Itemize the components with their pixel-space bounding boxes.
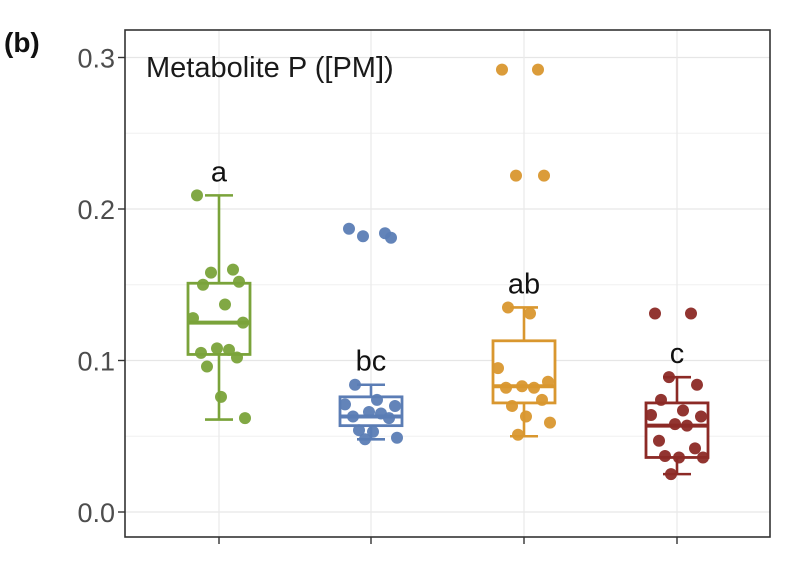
data-point — [205, 266, 217, 279]
data-point — [516, 380, 528, 393]
data-point — [383, 412, 395, 425]
data-point — [520, 410, 532, 423]
boxes — [186, 194, 710, 476]
y-tick-label: 0.3 — [77, 44, 115, 74]
data-point — [500, 381, 512, 394]
data-point — [339, 398, 351, 411]
data-point — [649, 307, 661, 320]
data-point — [211, 342, 223, 355]
data-point — [528, 381, 540, 394]
data-point — [542, 375, 554, 388]
data-point — [510, 169, 522, 182]
data-point — [349, 378, 361, 391]
plot-border — [124, 29, 771, 538]
panel-label: (b) — [4, 27, 40, 58]
data-point — [685, 307, 697, 320]
y-tick-label: 0.1 — [77, 347, 115, 377]
axes: 0.0 0.1 0.2 0.3 — [77, 44, 678, 544]
y-tick-label: 0.2 — [77, 195, 115, 225]
data-point — [359, 433, 371, 446]
y-tick-label: 0.0 — [77, 498, 115, 528]
data-point — [187, 312, 199, 325]
data-point — [659, 449, 671, 462]
data-point — [237, 316, 249, 329]
chart-title: Metabolite P ([PM]) — [146, 52, 394, 84]
data-point — [343, 222, 355, 235]
data-point — [197, 278, 209, 291]
significance-label: c — [670, 338, 685, 370]
data-point — [227, 263, 239, 276]
data-point — [689, 442, 701, 455]
data-point — [512, 428, 524, 441]
data-point — [223, 343, 235, 356]
box-iqr — [491, 339, 557, 405]
data-point — [385, 231, 397, 244]
data-point — [677, 404, 689, 417]
data-point — [357, 230, 369, 243]
data-point — [389, 399, 401, 412]
data-point — [367, 425, 379, 438]
data-point — [691, 378, 703, 391]
data-point — [645, 409, 657, 422]
data-point — [371, 393, 383, 406]
data-point — [239, 412, 251, 425]
data-point — [536, 393, 548, 406]
data-point — [532, 63, 544, 76]
data-point — [233, 275, 245, 288]
data-point — [655, 393, 667, 406]
significance-label: bc — [356, 346, 387, 378]
data-point — [215, 390, 227, 403]
data-point — [665, 468, 677, 481]
data-point — [538, 169, 550, 182]
data-point — [669, 418, 681, 431]
data-points — [187, 63, 709, 481]
data-point — [363, 406, 375, 419]
data-point — [201, 360, 213, 373]
data-point — [673, 451, 685, 464]
data-point — [681, 419, 693, 432]
data-point — [506, 399, 518, 412]
data-point — [502, 301, 514, 314]
data-point — [492, 362, 504, 375]
data-point — [391, 431, 403, 444]
significance-label: ab — [508, 268, 540, 300]
data-point — [697, 451, 709, 464]
significance-label: a — [211, 156, 228, 188]
data-point — [695, 410, 707, 423]
data-point — [231, 351, 243, 364]
data-point — [663, 371, 675, 384]
data-point — [353, 424, 365, 437]
data-point — [191, 189, 203, 202]
data-point — [347, 410, 359, 423]
data-point — [219, 298, 231, 311]
data-point — [653, 434, 665, 447]
data-point — [195, 346, 207, 359]
data-point — [496, 63, 508, 76]
data-point — [544, 416, 556, 429]
data-point — [524, 307, 536, 320]
